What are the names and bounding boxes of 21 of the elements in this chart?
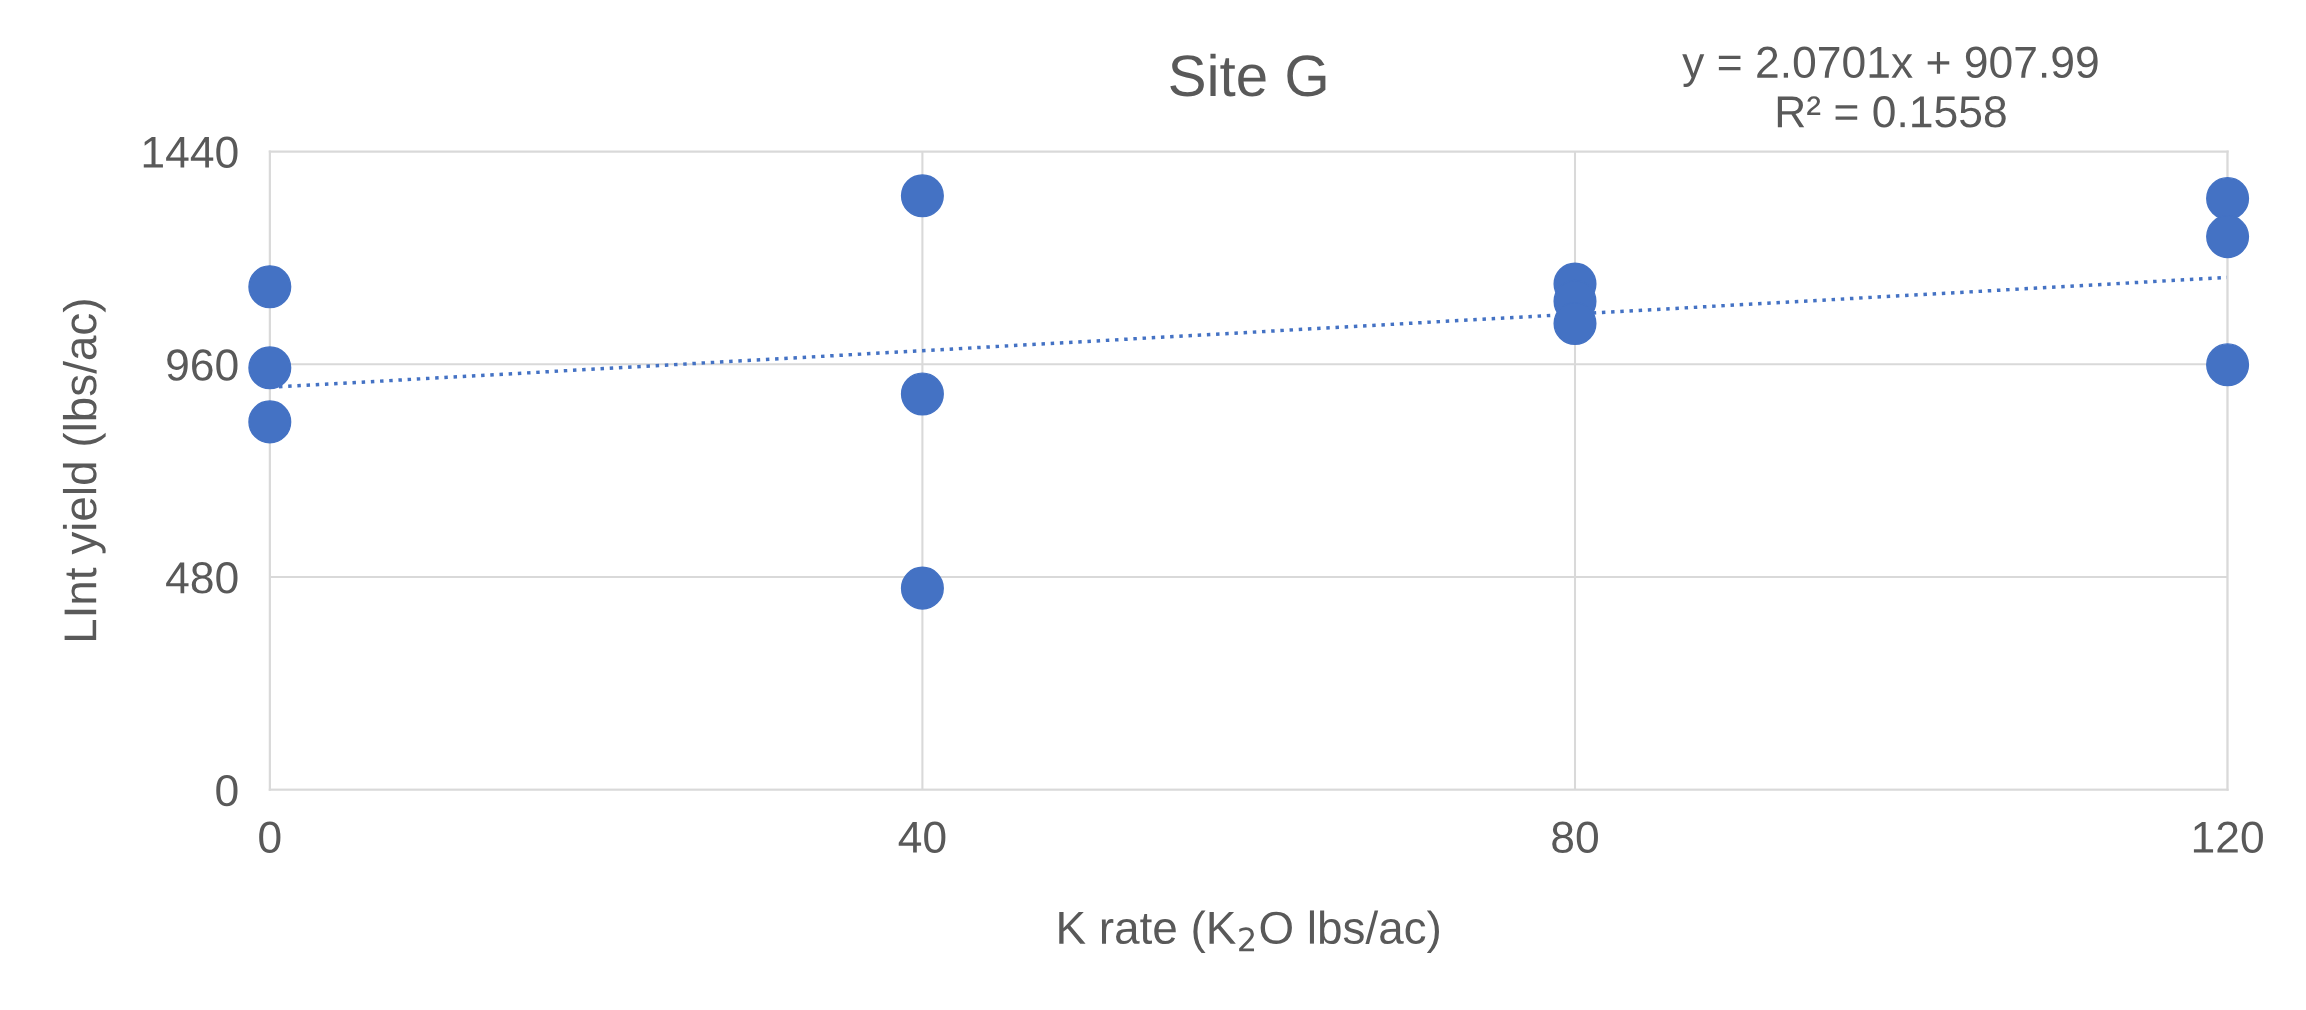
x-axis-title: K rate (K$_{2}$O lbs/ac) xyxy=(1059,910,1439,954)
y-tick-label: 1440 xyxy=(143,136,238,169)
y-tick-label: 480 xyxy=(166,562,238,594)
point xyxy=(248,346,292,390)
point xyxy=(900,372,944,416)
point xyxy=(248,265,292,309)
x-tick-label: 40 xyxy=(898,821,946,854)
x-tick-label: 0 xyxy=(259,821,281,854)
point xyxy=(2206,176,2250,221)
point xyxy=(2206,215,2250,259)
chart-title: Site G xyxy=(1170,53,1326,97)
text: y = 2.0701x + 907.99 R² = 0.1558 xyxy=(1682,46,2098,128)
point xyxy=(248,400,292,444)
y-tick-label: 0 xyxy=(216,774,238,807)
y-axis-title: LInt yield (lbs/ac) xyxy=(62,300,106,641)
x-tick-label: 80 xyxy=(1552,821,1598,854)
y-tick-label: 960 xyxy=(167,349,238,381)
point xyxy=(900,174,944,218)
point xyxy=(900,566,944,610)
x-tick-label: 120 xyxy=(2193,821,2263,854)
point xyxy=(2206,343,2250,387)
